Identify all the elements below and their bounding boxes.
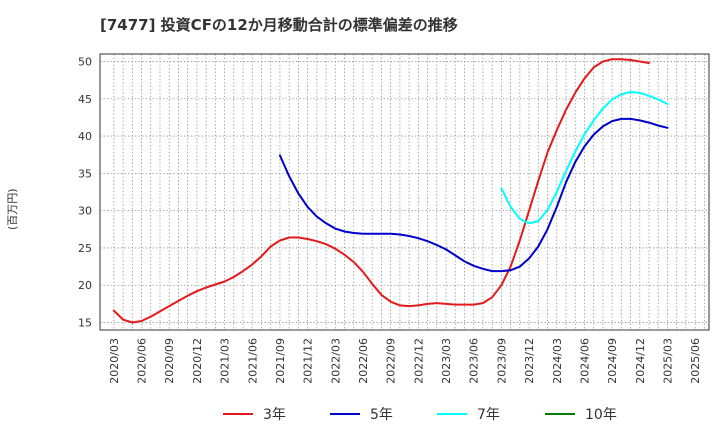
series-line-7年 xyxy=(500,91,669,225)
x-tick-label: 2022/06 xyxy=(357,338,370,384)
x-tick-label: 2023/09 xyxy=(495,338,508,384)
y-tick-label: 50 xyxy=(78,55,92,68)
x-tick-label: 2023/12 xyxy=(523,338,536,384)
series-line-5年 xyxy=(278,117,669,273)
x-tick-label: 2024/06 xyxy=(578,338,591,384)
series-lines xyxy=(112,58,669,324)
x-tick-label: 2022/03 xyxy=(329,338,342,384)
plot-background xyxy=(100,54,709,330)
y-tick-label: 20 xyxy=(78,279,92,292)
y-tick-label: 35 xyxy=(78,167,92,180)
x-tick-label: 2020/12 xyxy=(191,338,204,384)
legend-label: 7年 xyxy=(477,407,500,423)
x-tick-label: 2024/03 xyxy=(551,338,564,384)
x-tick-label: 2020/03 xyxy=(108,338,121,384)
plot-frame xyxy=(99,53,710,331)
y-tick-label: 40 xyxy=(78,130,92,143)
x-tick-label: 2020/09 xyxy=(163,338,176,384)
x-tick-label: 2021/12 xyxy=(302,338,315,384)
x-axis-ticks: 2020/03 2020/06 2020/09 2020/12 2021/03 2021/… xyxy=(108,338,702,384)
x-tick-label: 2023/03 xyxy=(440,338,453,384)
y-tick-label: 45 xyxy=(78,93,92,106)
y-tick-label: 15 xyxy=(78,317,92,330)
grid-lines xyxy=(100,54,709,330)
x-tick-label: 2024/09 xyxy=(606,338,619,384)
y-axis-ticks: 15 20 25 30 35 40 45 50 xyxy=(78,55,92,329)
x-tick-label: 2021/06 xyxy=(246,338,259,384)
legend-label: 3年 xyxy=(263,407,286,423)
x-tick-label: 2020/06 xyxy=(136,338,149,384)
x-tick-label: 2025/06 xyxy=(689,338,702,384)
x-tick-label: 2023/06 xyxy=(468,338,481,384)
chart-title: [7477] 投資CFの12か月移動合計の標準偏差の推移 xyxy=(100,16,458,34)
x-tick-label: 2021/03 xyxy=(219,338,232,384)
x-tick-label: 2024/12 xyxy=(634,338,647,384)
legend-label: 5年 xyxy=(370,407,393,423)
y-tick-label: 30 xyxy=(78,205,92,218)
y-tick-label: 25 xyxy=(78,242,92,255)
x-tick-label: 2022/09 xyxy=(385,338,398,384)
series-line-3年 xyxy=(112,58,650,324)
legend-label: 10年 xyxy=(585,407,617,423)
x-tick-label: 2021/09 xyxy=(274,338,287,384)
x-tick-label: 2022/12 xyxy=(412,338,425,384)
legend: 3年 5年 7年 10年 xyxy=(223,407,617,423)
x-tick-label: 2025/03 xyxy=(661,338,674,384)
